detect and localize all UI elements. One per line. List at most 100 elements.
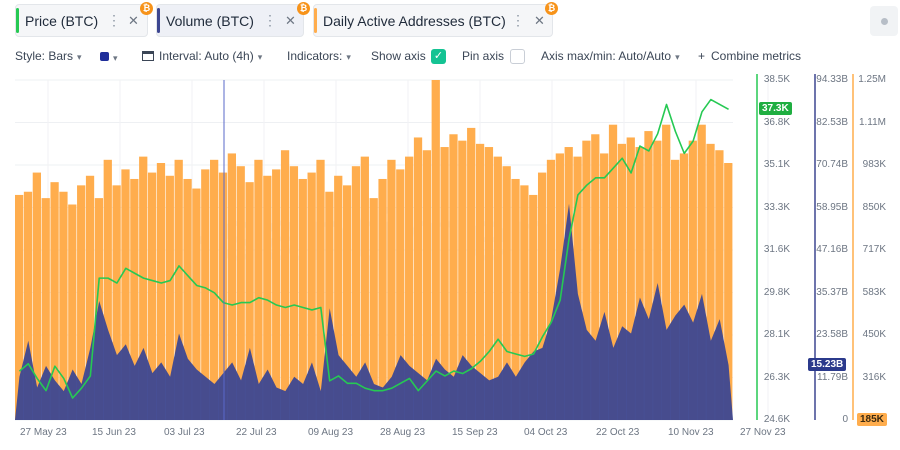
x-axis-tick: 04 Oct 23	[524, 427, 568, 438]
daa-bar	[369, 198, 378, 420]
daa-bar	[529, 194, 538, 420]
daa-bar	[272, 169, 281, 420]
daa-bar	[59, 191, 68, 420]
style-dropdown[interactable]: Style: Bars ▾	[15, 49, 82, 63]
metric-chip-price[interactable]: Price (BTC) ⋮ ✕ ₿	[15, 2, 153, 37]
daa-bar	[440, 147, 449, 421]
daa-bar	[316, 159, 325, 420]
calendar-icon	[142, 51, 154, 61]
x-axis-tick: 22 Jul 23	[236, 427, 277, 438]
daa-bar	[307, 172, 316, 420]
volume-axis-tick: 11.79B	[817, 371, 848, 383]
close-icon[interactable]: ✕	[285, 12, 296, 28]
x-axis-tick: 28 Aug 23	[380, 427, 426, 438]
bitcoin-icon: ₿	[140, 2, 153, 15]
volume-axis-tick: 94.33B	[816, 74, 848, 85]
dot-icon	[881, 18, 888, 25]
price-line	[18, 98, 729, 399]
settings-dot-button[interactable]	[870, 6, 898, 36]
daa-bar	[201, 169, 210, 420]
daa-bar	[484, 147, 494, 421]
volume-axis-tick: 70.74B	[816, 159, 848, 170]
daa-bar	[139, 156, 148, 420]
daa-bar	[263, 175, 272, 420]
price-axis-tick: 36.8K	[763, 116, 790, 128]
bitcoin-icon: ₿	[545, 2, 558, 15]
daa-bar	[458, 140, 467, 420]
price-axis-tick: 31.6K	[763, 244, 790, 255]
daa-bar	[351, 166, 361, 420]
chevron-down-icon: ▾	[257, 52, 263, 62]
daa-color-bar	[314, 8, 317, 33]
daa-bar	[130, 178, 139, 420]
daa-axis-tick: 1.11M	[858, 116, 886, 128]
price-axis-tick: 28.1K	[763, 329, 790, 340]
daa-bar	[121, 169, 130, 420]
daa-bar	[103, 159, 112, 420]
close-icon[interactable]: ✕	[534, 12, 545, 28]
x-axis-tick: 03 Jul 23	[164, 427, 205, 438]
daa-bar	[706, 143, 715, 420]
daa-axis-tick: 850K	[862, 201, 886, 213]
color-picker[interactable]: ▾	[100, 50, 118, 64]
daa-bar	[360, 156, 369, 420]
daa-bar	[635, 147, 644, 421]
daa-bar	[227, 153, 236, 420]
daa-axis-tick: 983K	[862, 159, 886, 170]
daa-bar	[218, 172, 228, 420]
daa-bar	[600, 153, 609, 420]
daa-bar	[724, 163, 733, 420]
chevron-down-icon: ▾	[346, 52, 351, 62]
show-axis-checkbox[interactable]: ✓	[431, 49, 446, 64]
daa-bar	[537, 172, 547, 420]
bitcoin-icon: ₿	[297, 2, 310, 15]
daa-bar	[626, 137, 635, 420]
daa-axis-tick: 583K	[862, 286, 886, 298]
daa-bar	[183, 178, 192, 420]
daa-axis-tick: 717K	[862, 244, 886, 255]
daa-bar	[68, 204, 77, 420]
daa-bar	[245, 182, 254, 420]
metric-chip-label: Price (BTC)	[25, 12, 99, 29]
daa-axis-tick: 1.25M	[858, 74, 886, 85]
chevron-down-icon: ▾	[77, 52, 82, 62]
pin-axis-checkbox[interactable]	[510, 49, 525, 64]
close-icon[interactable]: ✕	[128, 12, 139, 28]
volume-axis-tick: 0	[842, 414, 848, 425]
axis-maxmin-label: Axis max/min: Auto/Auto	[541, 49, 672, 63]
more-options-icon[interactable]: ⋮	[107, 12, 121, 28]
daa-bar	[41, 198, 50, 420]
daa-bar	[582, 140, 591, 420]
daa-bar	[493, 156, 502, 420]
metric-chip-daa[interactable]: Daily Active Addresses (BTC) ⋮ ✕ ₿	[313, 2, 558, 37]
daa-bar	[679, 153, 689, 420]
x-axis-tick: 22 Oct 23	[596, 427, 640, 438]
x-axis-tick: 15 Sep 23	[452, 427, 498, 438]
metric-chip-volume[interactable]: Volume (BTC) ⋮ ✕ ₿	[156, 2, 310, 37]
combine-metrics-label: Combine metrics	[711, 49, 802, 63]
volume-axis-tick: 82.53B	[816, 116, 848, 128]
indicators-dropdown[interactable]: Indicators: ▾	[287, 49, 351, 63]
daa-bar	[405, 156, 414, 420]
price-last-value-badge: 37.3K	[759, 102, 792, 116]
axis-maxmin-dropdown[interactable]: Axis max/min: Auto/Auto ▾	[541, 49, 680, 63]
x-axis-tick: 27 May 23	[20, 427, 67, 438]
more-options-icon[interactable]: ⋮	[511, 12, 525, 28]
plus-icon: +	[698, 49, 706, 63]
daa-bar	[174, 159, 183, 420]
daa-bar	[50, 182, 59, 420]
volume-area	[15, 203, 733, 420]
daa-bar	[334, 175, 343, 420]
price-color-bar	[16, 8, 19, 33]
metric-chip-label: Daily Active Addresses (BTC)	[323, 12, 506, 29]
more-options-icon[interactable]: ⋮	[263, 12, 277, 28]
daa-bar	[387, 159, 396, 420]
daa-bar	[147, 172, 157, 420]
combine-metrics-button[interactable]: + Combine metrics	[698, 49, 801, 63]
style-label: Style: Bars	[15, 49, 74, 63]
chevron-down-icon: ▾	[113, 53, 118, 63]
volume-axis-tick: 23.58B	[816, 329, 848, 340]
daa-axis-tick: 450K	[862, 329, 886, 340]
daa-bar	[280, 150, 290, 421]
interval-dropdown[interactable]: Interval: Auto (4h) ▾	[142, 49, 262, 63]
